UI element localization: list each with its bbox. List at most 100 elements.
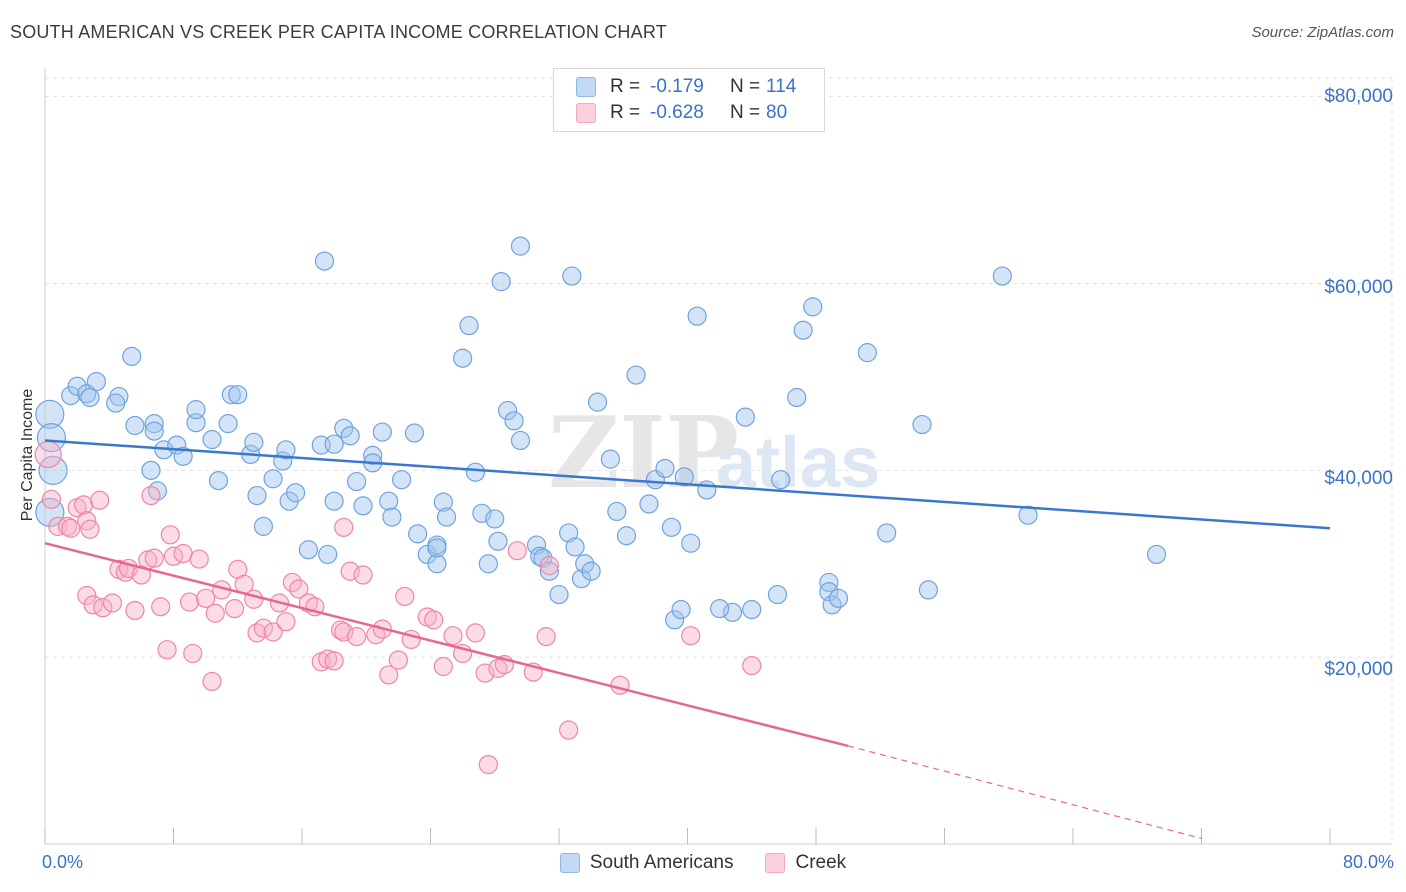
trend-lines — [44, 439, 1331, 839]
data-point-south-americans-81 — [616, 526, 637, 546]
y-tick-label-60000: $60,000 — [1324, 277, 1393, 298]
data-point-south-americans-96 — [742, 599, 762, 620]
legend-swatch-pink — [765, 853, 786, 873]
data-point-creek-37 — [244, 589, 264, 609]
data-point-creek-27 — [179, 592, 200, 612]
data-point-south-americans-45 — [363, 445, 383, 465]
data-point-creek-42 — [276, 612, 296, 632]
data-point-south-americans-82 — [626, 365, 646, 385]
data-point-south-americans-59 — [453, 348, 473, 368]
legend-row-south-americans: R = -0.179 N = 114 — [576, 75, 796, 99]
data-point-creek-73 — [539, 556, 559, 576]
data-point-south-americans-115 — [491, 272, 511, 292]
data-point-south-americans-48 — [379, 491, 399, 511]
data-point-south-americans-89 — [681, 533, 701, 553]
data-point-creek-49 — [324, 651, 344, 671]
legend-n-value: 114 — [766, 76, 797, 97]
data-point-south-americans-20 — [186, 413, 206, 433]
data-point-creek-58 — [388, 650, 408, 670]
data-point-south-americans-37 — [318, 544, 338, 565]
data-point-south-americans-14 — [144, 421, 164, 441]
data-point-south-americans-31 — [263, 469, 283, 489]
chart-title: SOUTH AMERICAN VS CREEK PER CAPITA INCOM… — [10, 22, 667, 42]
data-point-south-americans-106 — [857, 343, 878, 363]
data-point-creek-63 — [433, 656, 453, 677]
legend-n-label: N = — [730, 76, 761, 97]
data-point-south-americans-23 — [208, 471, 229, 491]
data-point-creek-20 — [141, 485, 161, 506]
data-point-south-americans-88 — [674, 467, 694, 487]
data-point-south-americans-5 — [67, 376, 87, 396]
data-point-creek-17 — [125, 600, 145, 621]
data-point-creek-6 — [73, 495, 94, 515]
data-point-south-americans-64 — [488, 531, 508, 551]
legend-swatch-pink — [576, 103, 596, 123]
data-point-south-americans-76 — [575, 554, 595, 574]
data-point-creek-4 — [61, 518, 81, 538]
data-point-south-americans-97 — [767, 584, 788, 605]
data-point-south-americans-58 — [436, 507, 457, 527]
x-min-label: 0.0% — [42, 852, 84, 872]
data-point-south-americans-117 — [562, 266, 582, 286]
data-point-south-americans-99 — [787, 387, 807, 408]
data-point-creek-67 — [475, 663, 495, 683]
data-point-south-americans-111 — [1018, 505, 1038, 525]
data-point-south-americans-72 — [549, 584, 569, 605]
data-point-creek-44 — [289, 579, 309, 599]
data-point-creek-50 — [330, 620, 351, 640]
data-point-creek-21 — [144, 548, 164, 568]
data-point-south-americans-109 — [918, 580, 939, 600]
data-point-south-americans-75 — [571, 569, 592, 589]
data-point-creek-12 — [93, 598, 113, 618]
data-point-creek-68 — [478, 754, 498, 775]
data-point-creek-75 — [610, 675, 630, 695]
data-point-south-americans-51 — [404, 423, 425, 443]
data-point-south-americans-57 — [433, 492, 453, 512]
data-point-creek-29 — [189, 549, 209, 569]
data-point-south-americans-43 — [347, 471, 367, 492]
data-point-south-americans-26 — [228, 385, 248, 405]
series-legend-south-americans[interactable]: South Americans — [559, 852, 734, 874]
legend-row-creek: R = -0.628 N = 80 — [576, 101, 787, 125]
data-point-south-americans-56 — [427, 538, 447, 558]
data-point-south-americans-4 — [61, 386, 81, 406]
legend-swatch-blue — [559, 853, 580, 873]
data-point-creek-51 — [334, 622, 354, 642]
data-point-creek-32 — [205, 603, 225, 623]
data-point-south-americans-63 — [485, 509, 505, 529]
data-point-south-americans-108 — [912, 414, 932, 435]
series-legend-creek[interactable]: Creek — [765, 852, 846, 874]
data-point-creek-57 — [379, 665, 399, 685]
y-tick-label-20000: $20,000 — [1324, 659, 1393, 680]
data-point-creek-8 — [80, 519, 100, 539]
data-point-south-americans-21 — [186, 400, 206, 420]
data-point-south-americans-19 — [173, 446, 193, 466]
data-point-south-americans-79 — [600, 449, 621, 469]
trend-line-creek — [44, 541, 849, 748]
data-point-creek-54 — [353, 565, 373, 585]
data-point-south-americans-100 — [793, 320, 813, 340]
data-point-south-americans-44 — [353, 496, 373, 516]
data-point-creek-40 — [263, 622, 283, 642]
data-point-south-americans-50 — [391, 470, 412, 490]
series-legend: South Americans Creek — [0, 852, 1406, 874]
series-south-americans — [35, 236, 1167, 630]
data-point-south-americans-116 — [510, 236, 531, 256]
data-point-south-americans-47 — [372, 422, 392, 442]
data-point-south-americans-13 — [144, 414, 164, 434]
data-point-south-americans-65 — [498, 400, 518, 421]
series-legend-label: South Americans — [589, 852, 734, 873]
data-point-creek-28 — [183, 643, 203, 664]
data-point-creek-52 — [340, 561, 360, 581]
data-point-creek-34 — [224, 598, 245, 619]
data-point-creek-78 — [536, 627, 556, 647]
data-point-south-americans-114 — [459, 315, 479, 336]
data-point-south-americans-113 — [314, 251, 335, 271]
data-point-creek-79 — [334, 517, 354, 537]
axes — [44, 68, 1392, 845]
data-point-south-americans-29 — [247, 485, 267, 506]
legend-r-value: -0.179 — [650, 76, 704, 97]
data-point-creek-53 — [347, 627, 367, 647]
data-point-south-americans-25 — [221, 385, 241, 405]
